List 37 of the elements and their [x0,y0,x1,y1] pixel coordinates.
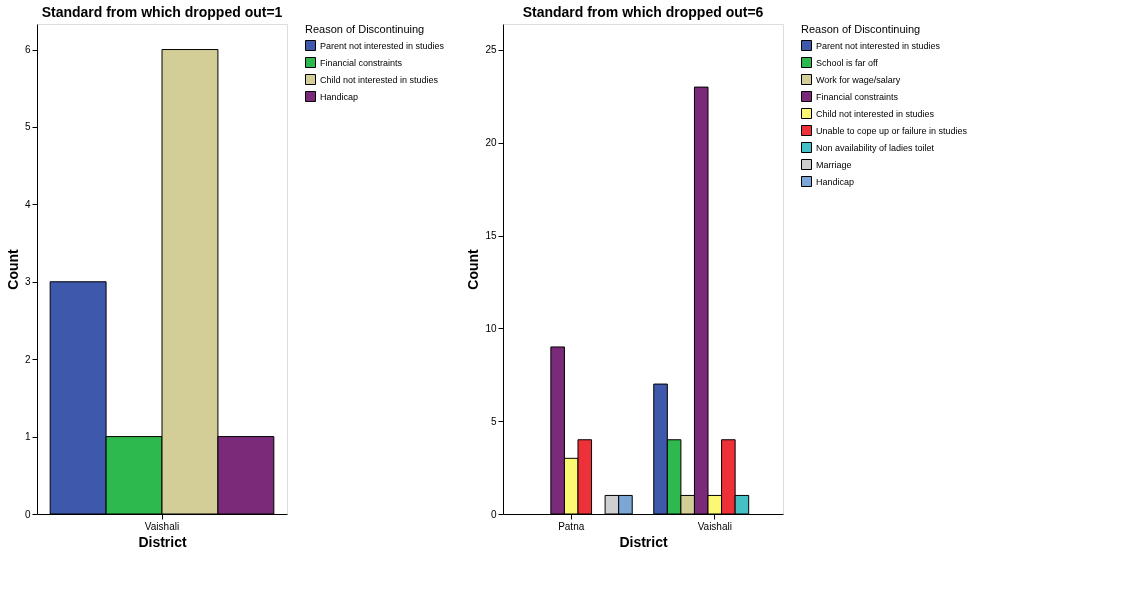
legend-label: Handicap [816,176,855,187]
y-axis-title: Count [4,248,21,290]
legend-label: Child not interested in studies [320,74,439,85]
legend-label: Work for wage/salary [816,74,901,85]
legend-label: School is far off [816,57,879,68]
legend-title: Reason of Discontinuing [305,23,425,35]
y-tick-label: 4 [24,198,31,210]
x-tick-label: Vaishali [144,520,180,532]
y-tick-label: 0 [24,508,31,520]
legend-label: Financial constraints [320,57,403,68]
chart-title: Standard from which dropped out=6 [522,4,764,20]
x-axis-title: District [619,533,668,550]
x-tick-label: Vaishali [697,520,732,532]
y-tick-label: 15 [485,230,497,242]
y-tick-label: 25 [485,44,497,56]
y-tick-label: 0 [490,508,497,520]
y-tick-label: 10 [485,322,497,334]
y-tick-label: 5 [24,121,31,133]
legend-label: Non availability of ladies toilet [816,142,935,153]
x-tick-label: Patna [558,520,585,532]
y-tick-label: 1 [24,431,31,443]
x-axis-title: District [138,533,187,550]
chart-title: Standard from which dropped out=1 [41,4,283,20]
legend-label: Unable to cope up or failure in studies [816,125,968,136]
y-tick-label: 3 [24,276,31,288]
y-axis-title: Count [465,248,482,290]
legend-label: Parent not interested in studies [320,40,445,51]
y-tick-label: 2 [24,353,31,365]
y-tick-label: 20 [485,137,497,149]
legend-label: Child not interested in studies [816,108,935,119]
legend-label: Handicap [320,91,359,102]
legend-label: Financial constraints [816,91,899,102]
legend-label: Marriage [816,159,852,170]
legend-label: Parent not interested in studies [816,40,941,51]
y-tick-label: 5 [490,415,497,427]
y-tick-label: 6 [24,44,31,56]
legend-title: Reason of Discontinuing [801,23,921,35]
